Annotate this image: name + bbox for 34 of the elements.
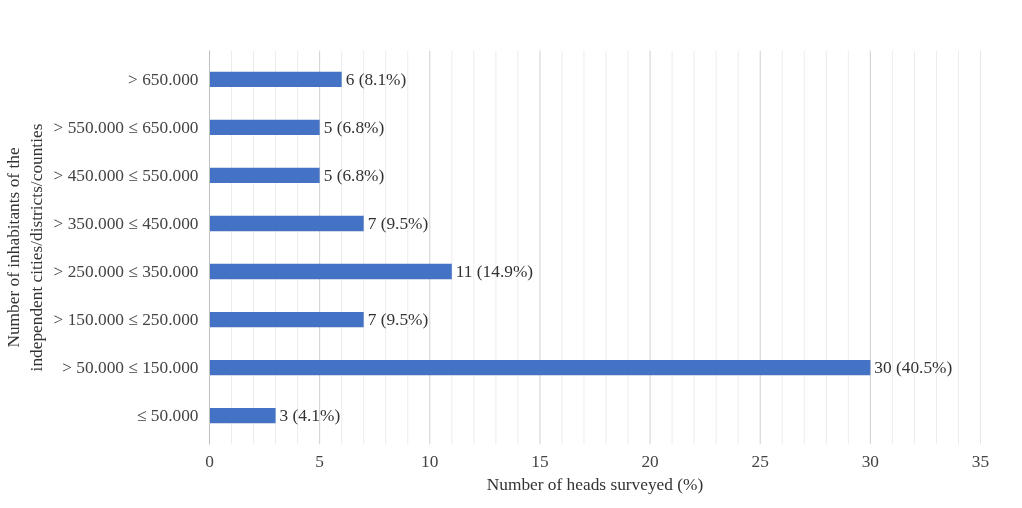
y-tick-label: > 450.000 ≤ 550.000: [53, 165, 199, 185]
x-tick-label: 10: [421, 451, 439, 471]
bar: [209, 215, 364, 232]
x-tick-label: 25: [751, 451, 769, 471]
x-tick-label: 20: [641, 451, 659, 471]
x-tick-label: 30: [861, 451, 880, 471]
bar: [209, 311, 364, 328]
y-tick-label: ≤ 50.000: [137, 406, 199, 426]
data-label: 5 (6.8%): [323, 117, 385, 137]
y-tick-label: > 50.000 ≤ 150.000: [62, 358, 199, 378]
y-tick-label: > 250.000 ≤ 350.000: [53, 262, 199, 282]
x-tick-label: 35: [971, 451, 990, 471]
bar: [209, 263, 452, 280]
data-label: 7 (9.5%): [367, 310, 429, 330]
data-label: 3 (4.1%): [279, 406, 341, 426]
y-tick-label: > 150.000 ≤ 250.000: [53, 310, 199, 330]
y-tick-label: > 350.000 ≤ 450.000: [53, 213, 199, 233]
bar: [209, 167, 320, 184]
y-tick-label: > 550.000 ≤ 650.000: [53, 117, 199, 137]
y-tick-label: > 650.000: [128, 69, 199, 89]
bar: [209, 407, 276, 424]
x-tick-label: 0: [205, 451, 214, 471]
bar: [209, 71, 342, 88]
data-label: 30 (40.5%): [874, 358, 953, 378]
y-axis-title: Number of inhabitants of the independent cities/districts/counties: [3, 123, 46, 372]
bar: [209, 119, 320, 136]
bar: [209, 359, 871, 376]
data-label: 5 (6.8%): [323, 165, 385, 185]
data-label: 6 (8.1%): [345, 69, 407, 89]
x-tick-label: 15: [531, 451, 549, 471]
x-tick-label: 5: [315, 451, 324, 471]
x-axis-title: Number of heads surveyed (%): [486, 474, 704, 494]
data-label: 7 (9.5%): [367, 213, 429, 233]
data-label: 11 (14.9%): [455, 262, 534, 282]
